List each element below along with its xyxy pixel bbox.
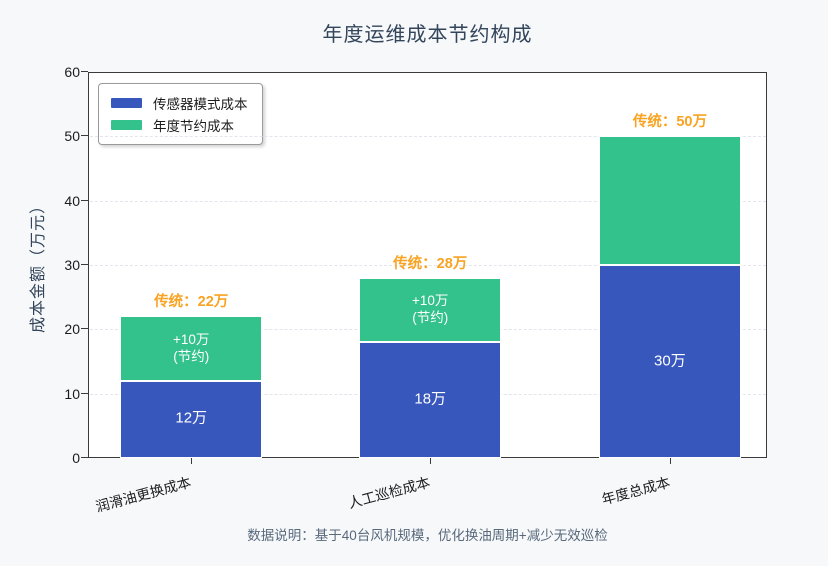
bar-3-segment-1 <box>598 265 741 458</box>
x-tick-mark <box>430 458 432 464</box>
y-tick-mark <box>81 457 88 458</box>
y-tick-label: 20 <box>64 321 80 338</box>
x-tick-mark <box>669 458 671 464</box>
bar-3-annotation: 传统：50万 <box>632 114 707 131</box>
chart-title: 年度运维成本节约构成 <box>322 24 533 46</box>
bar-3-segment-1-label: 30万 <box>654 352 686 370</box>
chart-footnote: 数据说明：基于40台风机规模，优化换油周期+减少无效巡检 <box>247 528 608 543</box>
bar-2-segment-1-label: 18万 <box>414 390 447 408</box>
y-tick-mark <box>81 264 88 265</box>
legend-swatch-icon <box>111 120 142 130</box>
x-tick-mark <box>191 458 193 464</box>
bar-2-segment-2-label: +10万 (节约) <box>412 293 449 326</box>
y-tick-mark <box>81 392 88 394</box>
bar-1-segment-2-label: +10万 (节约) <box>173 331 210 364</box>
y-tick-label: 40 <box>64 192 80 209</box>
x-category-label-1: 润滑油更换成本 <box>94 473 193 515</box>
legend-item-2: 年度节约成本 <box>111 114 248 136</box>
y-tick-label: 30 <box>64 257 80 273</box>
bar-2-segment-2 <box>359 277 502 343</box>
y-tick-mark <box>81 328 88 330</box>
bar-1-annotation: 传统：22万 <box>154 294 229 311</box>
bar-1-segment-1-label: 12万 <box>175 410 208 428</box>
x-category-label-3: 年度总成本 <box>599 473 672 508</box>
y-tick-mark <box>81 199 88 201</box>
x-category-label-2: 人工巡检成本 <box>346 473 432 512</box>
y-tick-mark <box>81 135 88 137</box>
bar-3-segment-2 <box>598 136 741 265</box>
bar-1-segment-1 <box>120 380 263 458</box>
y-tick-mark <box>81 71 88 72</box>
legend: 传感器模式成本 年度节约成本 <box>98 83 263 145</box>
y-tick-label: 50 <box>64 128 80 145</box>
gridline-y50 <box>90 136 766 138</box>
y-tick-label: 0 <box>72 450 80 466</box>
legend-label: 年度节约成本 <box>153 119 234 134</box>
gridline-y30 <box>90 265 766 266</box>
legend-item-1: 传感器模式成本 <box>111 92 248 114</box>
y-tick-label: 10 <box>64 385 80 402</box>
legend-label: 传感器模式成本 <box>153 97 248 112</box>
bar-2-annotation: 传统：28万 <box>393 255 468 272</box>
y-tick-label: 60 <box>64 64 80 80</box>
gridline-y40 <box>90 200 766 202</box>
legend-swatch-icon <box>111 98 142 108</box>
bar-2-segment-1 <box>359 342 502 458</box>
bar-1-segment-2 <box>120 316 263 381</box>
